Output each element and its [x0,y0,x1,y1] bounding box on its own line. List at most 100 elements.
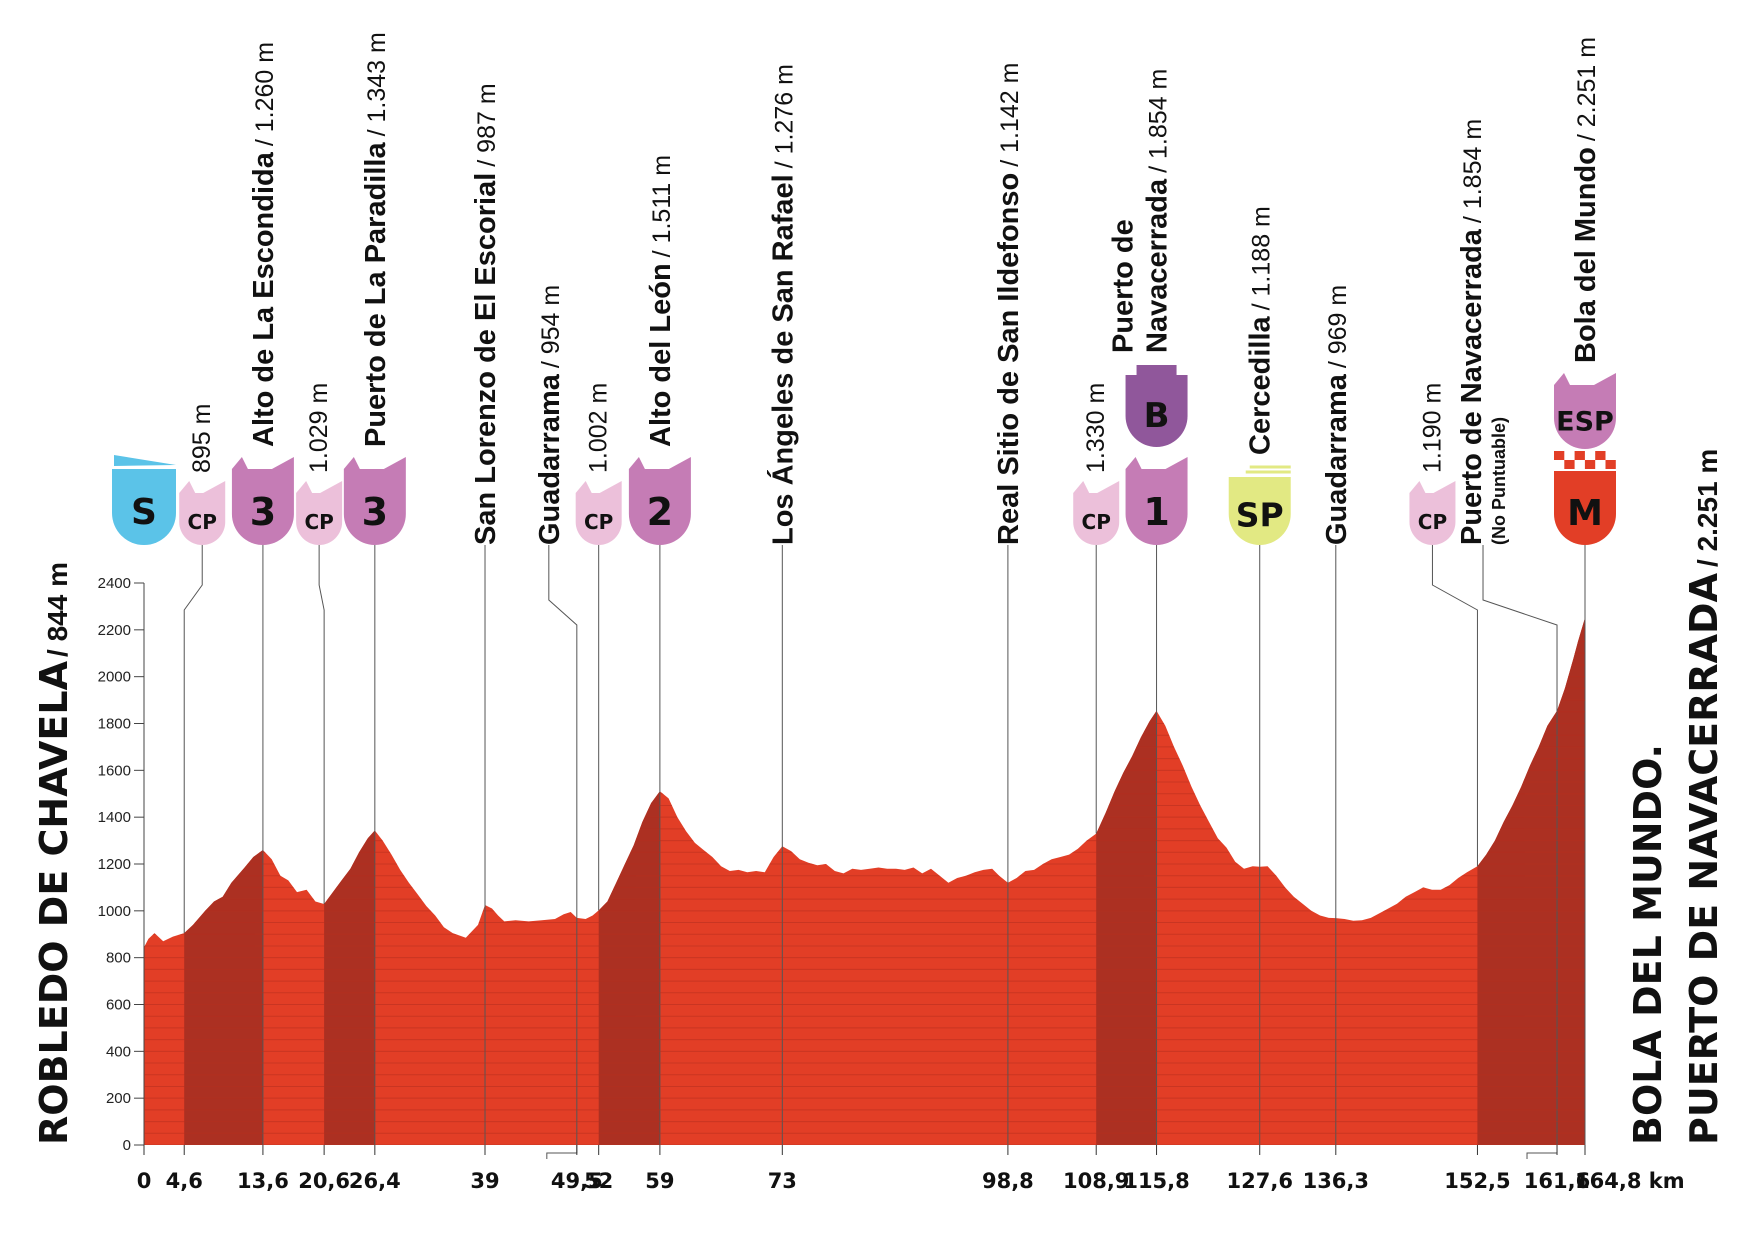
label-14: Guadarrama / 969 m [1321,285,1353,545]
badge-15-shield [1409,493,1456,545]
badge-17-b2-tab-left [1554,373,1570,385]
label-9-name: Los Ángeles de San Rafael [765,174,799,545]
badge-8-shield [628,469,691,545]
badge-15-text: CP [1418,510,1447,534]
x-tick-label-5: 39 [470,1169,499,1193]
guide-6 [546,545,578,1159]
label-13-alt: / 1.188 m [1248,206,1276,310]
finish-line1: BOLA DEL MUNDO. [1626,744,1670,1145]
badge-11-tab-left [1073,481,1090,493]
x-tick-label-16: 161,6 [1524,1169,1590,1193]
label-2: Alto de La Escondida / 1.260 m [248,42,280,447]
badge-4-text: 3 [362,490,388,534]
label-1: 895 m [188,404,216,473]
label-1-alt: 895 m [188,404,216,473]
label-3-alt: 1.029 m [305,383,333,473]
label-17: Bola del Mundo / 2.251 m [1570,37,1602,363]
label-13: Cercedilla / 1.188 m [1245,206,1277,455]
guide-lines [183,545,1586,1159]
label-12: Navacerrada / 1.854 m [1142,69,1174,353]
label-2-alt: / 1.260 m [251,42,279,146]
badges: S CP 3 CP 3 CP 2 CP 1 B SP CP M ESP [112,365,1616,545]
badge-17-b2-text: ESP [1556,406,1614,437]
badge-0-flag [114,455,176,466]
label-6-name: Guadarrama [534,373,566,545]
x-tick-label-13: 127,6 [1227,1169,1293,1193]
x-tick-label-11: 108,9 [1063,1169,1129,1193]
x-tick-label-4: 26,4 [349,1169,401,1193]
y-tick-label-200: 200 [106,1090,131,1107]
badge-3-shield [296,493,343,545]
finish-altitude: / 2.251 m [1692,449,1723,567]
x-tick-label-1: 4,6 [166,1169,203,1193]
x-axis: 0 4,6 13,6 20,626,4 39 49,552 59 73 98,8 108,9115… [137,1145,1685,1193]
y-tick-label-400: 400 [106,1043,131,1060]
badge-3-text: CP [304,510,333,534]
badge-11-shield [1073,493,1120,545]
climb-shade-2 [598,791,660,1145]
badge-12-b2-shield [1125,375,1188,447]
y-tick-label-600: 600 [106,997,131,1014]
guide-15 [1431,545,1478,867]
label-8: Alto del León / 1.511 m [645,155,677,447]
label-5-name: San Lorenzo de El Escorial [470,173,502,545]
badge-12-tab-left [1125,457,1142,469]
x-tick-label-9: 73 [768,1169,797,1193]
label-4-alt: / 1.343 m [363,32,391,136]
y-tick-label-1000: 1000 [98,903,131,920]
badge-4-shield [343,469,406,545]
start-town-label: ROBLEDO DE CHAVELA/ 844 m [32,562,76,1145]
y-tick-label-1200: 1200 [98,856,131,873]
label-5: San Lorenzo de El Escorial / 987 m [470,83,502,545]
label-15: 1.190 m [1418,383,1446,473]
start-town-altitude: / 844 m [42,562,73,657]
y-tick-label-1600: 1600 [98,762,131,779]
label-7-alt: 1.002 m [585,383,613,473]
badge-17-b2-tab-right [1594,373,1616,385]
label-6: Guadarrama / 954 m [534,285,566,545]
label-17-alt: / 2.251 m [1573,37,1601,141]
climb-shade-1 [324,830,375,1145]
climb-shade-3 [1096,710,1157,1145]
badge-15 [1409,481,1456,493]
label-4: Puerto de La Paradilla / 1.343 m [360,32,392,447]
y-axis: 0 200 400 600 800 1000 1200 1400 1600 1800 2000 220… [98,575,145,1154]
x-tick-label-0: 0 [137,1169,152,1193]
badge-17-b2-shield [1554,385,1616,449]
badge-7-shield [575,493,622,545]
badge-4-tab-right [383,457,406,469]
x-tick-label-8: 59 [645,1169,674,1193]
y-tick-label-1400: 1400 [98,809,131,826]
badge-2-tab-left [231,457,248,469]
x-tick-label-10: 98,8 [982,1169,1034,1193]
x-tick-label-2: 13,6 [237,1169,289,1193]
x-tick-label-6: 49,5 [551,1169,603,1193]
label-13-name: Cercedilla [1245,316,1277,455]
start-town-name: ROBLEDO DE CHAVELA [32,660,76,1145]
badge-7-tab-left [575,481,592,493]
badge-17-b2 [1554,373,1616,385]
badge-11-text: CP [1082,510,1111,534]
badge-17-text: M [1567,493,1603,534]
label-10-name: Real Sitio de San Ildefonso [993,173,1025,545]
badge-3 [296,481,343,493]
label-5-alt: / 987 m [473,83,501,166]
badge-17-check-1-3 [1584,460,1596,469]
finish-line2-label: PUERTO DE NAVACERRADA / 2.251 m [1682,449,1726,1145]
y-tick-label-2000: 2000 [98,669,131,686]
badge-17-check-1-1 [1564,460,1575,469]
label-4-name: Puerto de La Paradilla [360,142,392,447]
x-tick-label-14: 136,3 [1303,1169,1369,1193]
y-tick-label-2400: 2400 [98,575,131,592]
badge-17-shield [1554,471,1616,545]
x-tick-label-3: 20,6 [298,1169,350,1193]
badge-15-tab-right [1433,481,1456,493]
badge-12-text: 1 [1143,490,1169,534]
label-10: Real Sitio de San Ildefonso / 1.142 m [993,63,1025,545]
badge-7 [575,481,622,493]
label-11-alt: 1.330 m [1082,383,1110,473]
badge-8-text: 2 [647,490,673,534]
y-tick-label-1800: 1800 [98,716,131,733]
badge-3-tab-right [320,481,343,493]
guide-3 [318,545,325,905]
